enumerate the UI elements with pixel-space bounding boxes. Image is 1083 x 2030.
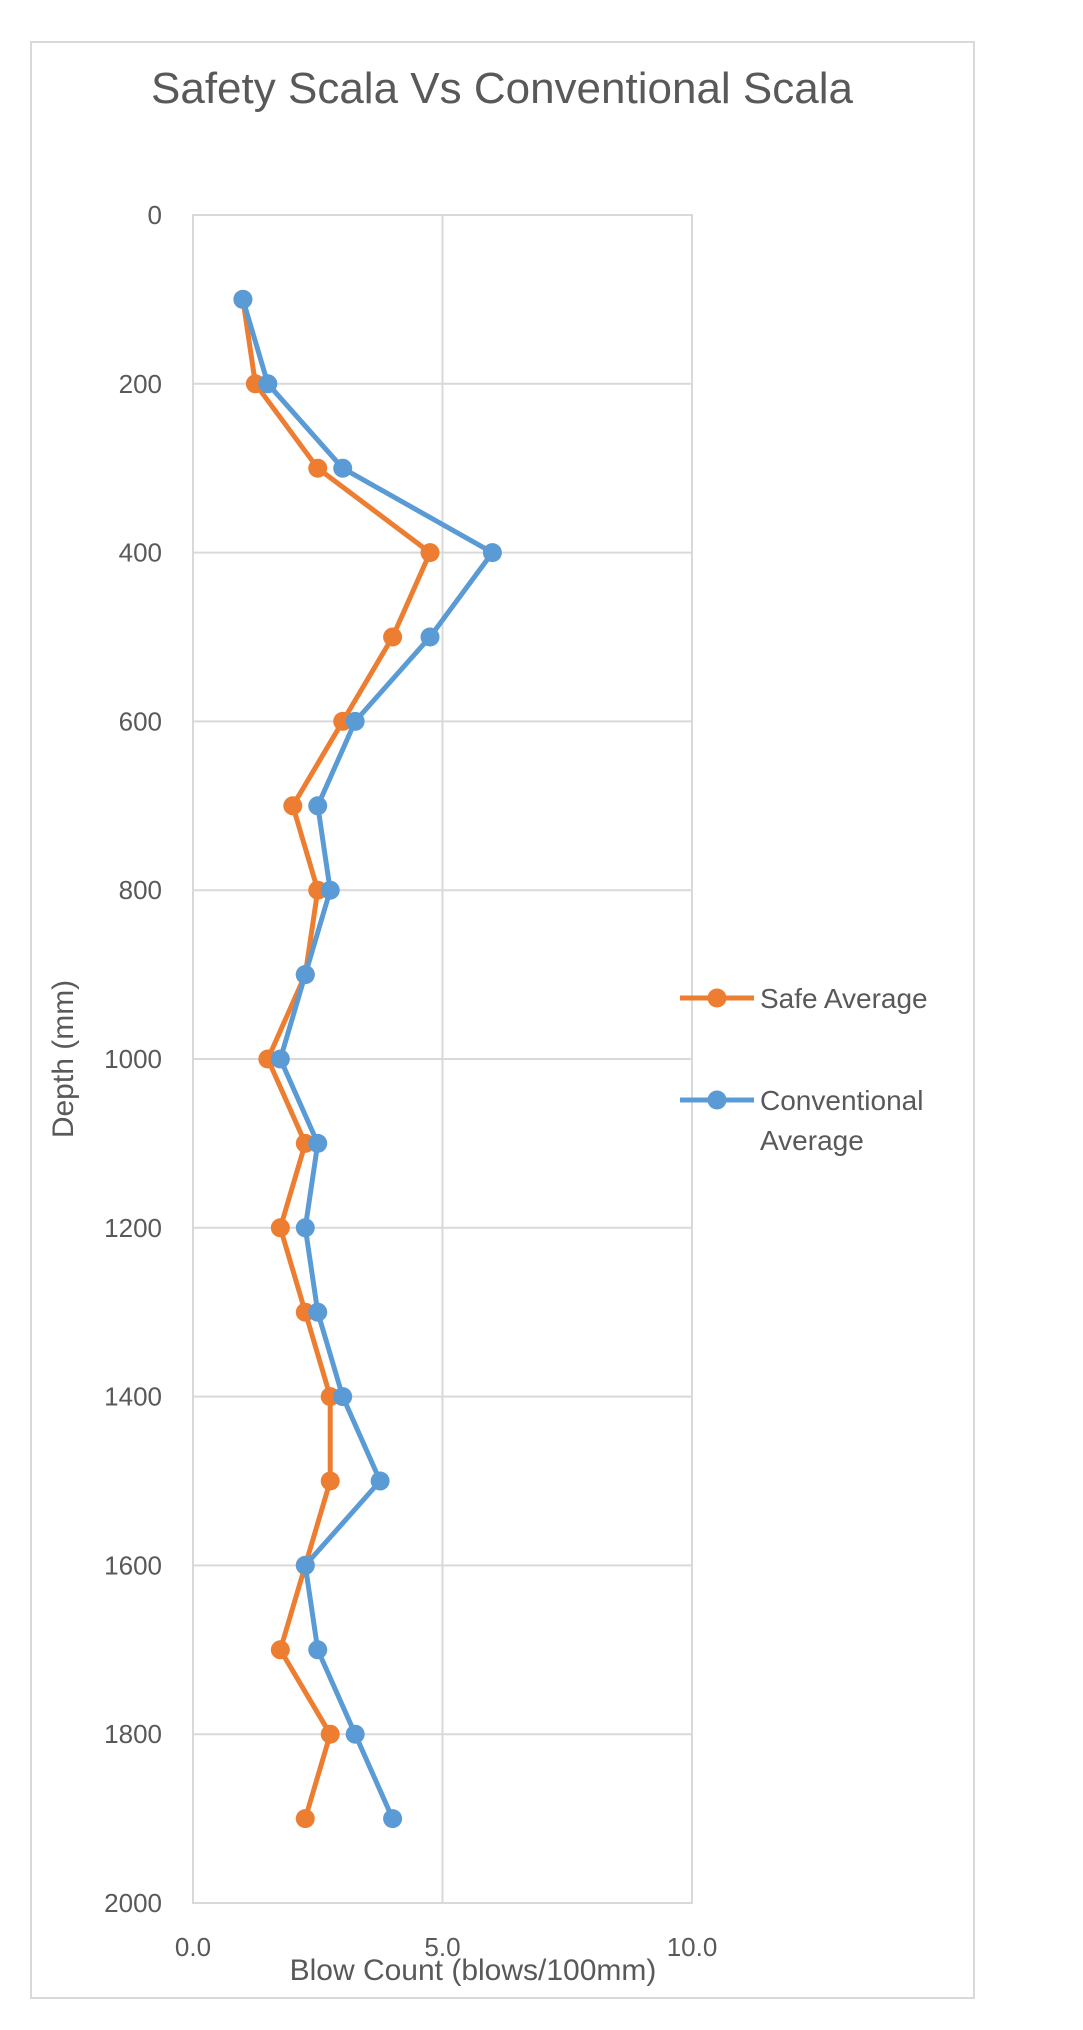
conventional-average-point (320, 880, 340, 900)
conventional-average-point (295, 965, 315, 985)
x-tick-label: 5.0 (424, 1932, 460, 1962)
plot-area-border (192, 214, 693, 1904)
x-axis-title: Blow Count (blows/100mm) (290, 1954, 657, 1987)
conventional-average-point (308, 1133, 328, 1153)
conventional-average-point (333, 458, 353, 478)
series-layer (233, 289, 502, 1829)
x-tick-labels: 0.0 5.0 10.0 (175, 1932, 717, 1962)
y-tick-label: 1000 (104, 1044, 162, 1074)
y-axis-title: Depth (mm) (47, 980, 80, 1138)
y-tick-label: 1200 (104, 1213, 162, 1243)
y-tick-label: 1800 (104, 1719, 162, 1749)
conventional-average-point (308, 1640, 328, 1660)
y-tick-label: 200 (119, 369, 162, 399)
series-conventional-average (233, 289, 502, 1829)
legend-marker-safe-average (707, 988, 727, 1008)
conventional-average-point (295, 1218, 315, 1238)
conventional-average-point (308, 1302, 328, 1322)
safe-average-point (420, 543, 440, 563)
y-tick-label: 1600 (104, 1550, 162, 1580)
legend-label-safe-average: Safe Average (760, 983, 928, 1014)
x-tick-label: 0.0 (175, 1932, 211, 1962)
conventional-average-point (482, 543, 502, 563)
conventional-average-point (233, 289, 253, 309)
conventional-average-point (258, 374, 278, 394)
y-tick-label: 1400 (104, 1382, 162, 1412)
legend-label-conventional-average: Average (760, 1125, 864, 1156)
y-tick-label: 400 (119, 538, 162, 568)
safe-average-point (320, 1724, 340, 1744)
x-tick-label: 10.0 (667, 1932, 718, 1962)
y-tick-label: 0 (148, 200, 162, 230)
safe-average-point (283, 796, 303, 816)
safe-average-point (308, 458, 328, 478)
conventional-average-point (345, 1724, 365, 1744)
y-tick-labels: 0 200 400 600 800 1000 1200 1400 1600 1800 2000 (104, 200, 162, 1918)
chart-title: Safety Scala Vs Conventional Scala (151, 64, 853, 113)
chart-area (30, 41, 975, 1999)
legend-entry-safe-average: Safe Average (680, 983, 928, 1014)
safe-average-point (270, 1218, 290, 1238)
legend-marker-conventional-average (707, 1090, 727, 1110)
conventional-average-point (383, 1809, 403, 1829)
conventional-average-point (420, 627, 440, 647)
y-tick-label: 600 (119, 706, 162, 736)
conventional-average-point (308, 796, 328, 816)
safe-average-point (383, 627, 403, 647)
conventional-average-point (345, 711, 365, 731)
legend-entry-conventional-average: Conventional Average (680, 1085, 923, 1156)
conventional-average-point (333, 1387, 353, 1407)
safe-average-point (320, 1471, 340, 1491)
conventional-average-point (295, 1555, 315, 1575)
y-tick-label: 2000 (104, 1888, 162, 1918)
y-tick-label: 800 (119, 875, 162, 905)
conventional-average-point (270, 1049, 290, 1069)
plot-area-border (192, 214, 693, 1904)
legend-label-conventional-average: Conventional (760, 1085, 923, 1116)
conventional-average-point (370, 1471, 390, 1491)
safe-average-point (270, 1640, 290, 1660)
safe-average-point (295, 1809, 315, 1829)
legend: Safe Average Conventional Average (680, 983, 928, 1156)
